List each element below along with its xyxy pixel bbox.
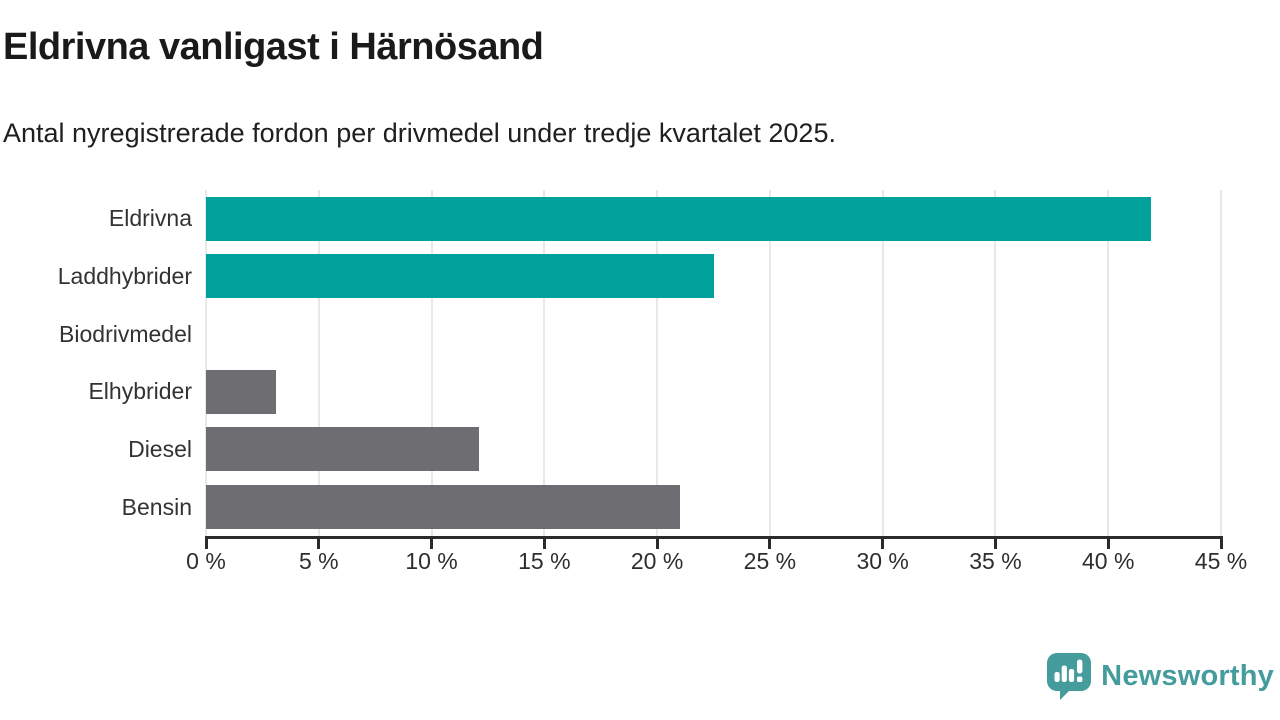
axis-tick	[881, 536, 885, 549]
gridline	[881, 190, 884, 536]
axis-tick-label: 0 %	[186, 548, 226, 574]
bar-elhybrider	[206, 369, 276, 414]
axis-tick	[542, 536, 546, 549]
axis-tick	[768, 536, 772, 549]
bar-row	[206, 305, 1221, 363]
newsworthy-logo-icon	[1047, 653, 1092, 700]
gridline	[1107, 190, 1110, 536]
gridline	[205, 190, 207, 536]
axis-tick	[1106, 536, 1110, 549]
category-axis: Eldrivna Laddhybrider Biodrivmedel Elhybrid…	[0, 190, 192, 536]
gridline	[994, 190, 997, 536]
gridline	[430, 190, 433, 536]
axis-tick-label: 10 %	[405, 548, 458, 574]
axis-tick	[204, 536, 208, 549]
axis-tick	[655, 536, 659, 549]
axis-tick-label: 35 %	[969, 548, 1022, 574]
brand-footer: Newsworthy	[1046, 652, 1274, 700]
axis-tick-label: 20 %	[630, 548, 684, 574]
axis-tick-label: 40 %	[1082, 548, 1135, 574]
axis-tick	[1219, 536, 1223, 549]
category-label: Laddhybrider	[57, 262, 192, 289]
bar-rows	[206, 190, 1221, 536]
axis-tick-label: 15 %	[518, 548, 571, 574]
axis-tick	[993, 536, 997, 549]
bar-row	[206, 478, 1221, 536]
gridline	[656, 190, 659, 536]
bar-row	[206, 363, 1221, 421]
bar-laddhybrider	[206, 254, 714, 299]
bar-bensin	[206, 485, 680, 530]
axis-tick-label: 30 %	[856, 548, 909, 574]
category-label: Diesel	[128, 435, 192, 462]
gridline	[1220, 190, 1222, 536]
axis-tick	[430, 536, 434, 549]
category-label: Eldrivna	[108, 205, 192, 232]
axis-tick-label: 5 %	[298, 548, 339, 574]
gridline	[543, 190, 546, 536]
category-label: Bensin	[121, 493, 192, 520]
chart-title: Eldrivna vanligast i Härnösand	[3, 26, 544, 68]
category-label: Elhybrider	[88, 378, 192, 405]
gridline	[768, 190, 771, 536]
chart-subtitle: Antal nyregistrerade fordon per drivmede…	[3, 118, 836, 148]
gridline	[317, 190, 320, 536]
x-axis-line	[206, 536, 1222, 539]
brand-name: Newsworthy	[1101, 659, 1274, 692]
bar-row	[206, 421, 1221, 479]
axis-tick-label: 25 %	[743, 548, 797, 574]
plot-area	[205, 190, 1222, 536]
axis-tick	[317, 536, 321, 549]
axis-tick-label: 45 %	[1194, 548, 1248, 574]
bar-row	[206, 248, 1221, 306]
bar-eldrivna	[206, 196, 1152, 241]
bar-row	[206, 190, 1221, 248]
category-label: Biodrivmedel	[59, 320, 192, 347]
bar-diesel	[206, 427, 479, 472]
